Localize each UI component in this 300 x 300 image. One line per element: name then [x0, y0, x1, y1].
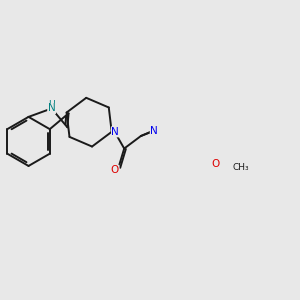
Text: N: N	[150, 126, 158, 136]
Text: O: O	[111, 165, 119, 175]
Text: CH₃: CH₃	[233, 163, 249, 172]
Text: H: H	[48, 100, 55, 109]
Text: N: N	[112, 127, 119, 137]
Text: O: O	[212, 159, 220, 169]
Text: N: N	[48, 103, 56, 113]
